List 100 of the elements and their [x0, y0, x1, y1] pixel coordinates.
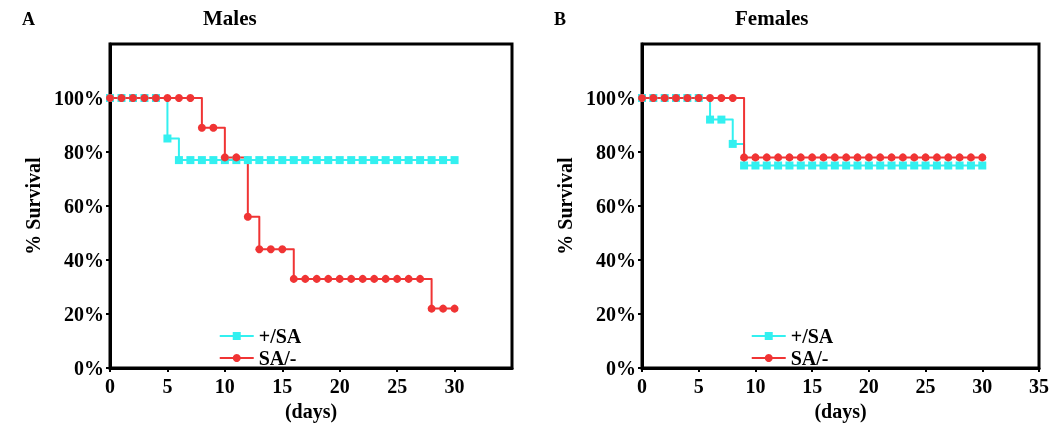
y-tick-label: 100%	[586, 87, 636, 109]
point	[966, 161, 975, 170]
point	[312, 156, 321, 165]
point	[774, 161, 783, 170]
y-tick-label: 0%	[606, 357, 636, 379]
point	[266, 245, 275, 254]
legend-label: SA/-	[790, 347, 829, 369]
point	[751, 161, 760, 170]
y-tick-label: 80%	[596, 141, 636, 163]
point	[842, 153, 851, 162]
point	[706, 94, 715, 102]
point	[439, 304, 448, 313]
point	[978, 153, 987, 162]
point	[785, 153, 794, 162]
y-tick-label: 60%	[596, 195, 636, 217]
point	[381, 274, 390, 283]
chart-title: Males	[203, 5, 257, 30]
point	[706, 115, 715, 124]
point	[347, 274, 356, 283]
point	[335, 156, 344, 165]
x-tick-label: 25	[387, 375, 408, 397]
x-tick-label: 30	[972, 375, 993, 397]
point	[255, 156, 264, 165]
point	[209, 156, 218, 165]
chart-title: Females	[735, 5, 809, 30]
point	[808, 153, 817, 162]
y-tick-label: 40%	[596, 249, 636, 271]
point	[404, 156, 413, 165]
point	[944, 153, 953, 162]
text: A	[22, 9, 35, 29]
point	[416, 156, 425, 165]
point	[335, 274, 344, 283]
point	[887, 153, 896, 162]
point	[197, 123, 206, 132]
point	[358, 274, 367, 283]
point	[887, 161, 896, 170]
point	[740, 161, 749, 170]
y-tick-label: 100%	[54, 87, 104, 109]
point	[289, 156, 298, 165]
point	[728, 139, 737, 148]
point	[796, 153, 805, 162]
point	[416, 274, 425, 283]
point	[796, 161, 805, 170]
point	[243, 212, 252, 221]
x-tick-label: 20	[329, 375, 350, 397]
point	[932, 153, 941, 162]
point	[717, 115, 726, 124]
point	[853, 161, 862, 170]
x-tick-label: 5	[162, 375, 173, 397]
point	[347, 156, 356, 165]
point	[324, 274, 333, 283]
y-axis-title: % Survival	[554, 156, 577, 255]
point	[301, 274, 310, 283]
point	[842, 161, 851, 170]
point	[910, 153, 919, 162]
point	[898, 153, 907, 162]
point	[955, 153, 964, 162]
point	[163, 94, 172, 102]
point	[163, 134, 172, 143]
point	[774, 153, 783, 162]
point	[186, 156, 195, 165]
point	[393, 274, 402, 283]
point	[830, 161, 839, 170]
point	[370, 274, 379, 283]
point	[944, 161, 953, 170]
x-axis-title: (days)	[814, 399, 867, 423]
point	[404, 274, 413, 283]
point	[864, 153, 873, 162]
point	[186, 94, 195, 102]
point	[278, 245, 287, 254]
point	[853, 153, 862, 162]
x-tick-label: 15	[272, 375, 293, 397]
point	[819, 161, 828, 170]
point	[966, 153, 975, 162]
y-tick-label: 60%	[64, 195, 104, 217]
point	[370, 156, 379, 165]
legend-label: +/SA	[790, 325, 834, 347]
point	[427, 156, 436, 165]
x-tick-label: 0	[637, 375, 647, 397]
point	[819, 153, 828, 162]
point	[762, 161, 771, 170]
point	[243, 156, 252, 165]
point	[209, 123, 218, 132]
point	[717, 94, 726, 102]
y-tick-label: 40%	[64, 249, 104, 271]
x-axis-title: (days)	[284, 399, 338, 423]
point	[864, 161, 873, 170]
x-tick-label: 5	[693, 375, 704, 397]
point	[197, 156, 206, 165]
x-tick-label: 25	[915, 375, 936, 397]
text: B	[554, 9, 567, 29]
point	[785, 161, 794, 170]
point	[932, 161, 941, 170]
y-tick-label: 20%	[64, 303, 104, 325]
x-tick-label: 30	[444, 375, 465, 397]
point	[324, 156, 333, 165]
point	[174, 94, 183, 102]
x-tick-label: 15	[802, 375, 823, 397]
point	[266, 156, 275, 165]
point	[174, 156, 183, 165]
